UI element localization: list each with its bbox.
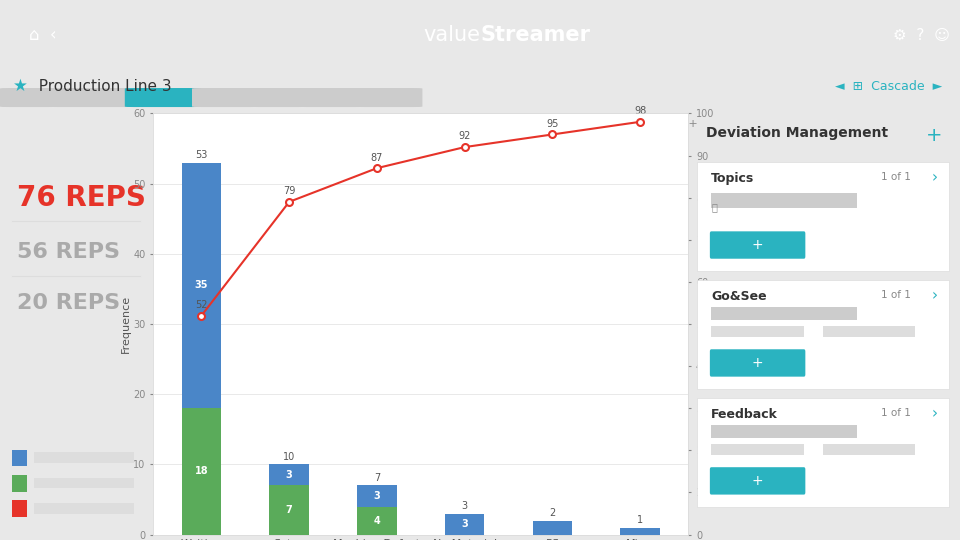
Text: ⌂  ‹: ⌂ ‹ <box>29 26 57 44</box>
FancyBboxPatch shape <box>711 193 857 208</box>
Bar <box>181 408 221 535</box>
FancyBboxPatch shape <box>697 397 948 507</box>
Text: Pareto Chart: Pareto Chart <box>162 118 262 132</box>
Text: 56 REPS: 56 REPS <box>16 242 120 262</box>
Bar <box>533 521 572 535</box>
Bar <box>357 507 396 535</box>
FancyBboxPatch shape <box>594 118 637 131</box>
Text: 3: 3 <box>286 470 293 480</box>
FancyBboxPatch shape <box>709 231 805 259</box>
FancyBboxPatch shape <box>298 88 365 107</box>
Text: 4: 4 <box>373 516 380 525</box>
Text: Go&See: Go&See <box>711 291 767 303</box>
Text: 98: 98 <box>634 106 646 116</box>
FancyBboxPatch shape <box>697 280 948 389</box>
Text: +: + <box>925 126 942 145</box>
Text: +: + <box>752 474 763 488</box>
Text: ★: ★ <box>12 77 27 96</box>
Bar <box>444 514 485 535</box>
Text: 95: 95 <box>546 119 559 129</box>
Text: 35: 35 <box>195 280 208 291</box>
Text: Deviation Management: Deviation Management <box>706 126 888 140</box>
FancyBboxPatch shape <box>192 88 259 107</box>
Text: Topics: Topics <box>711 172 755 185</box>
FancyBboxPatch shape <box>711 307 857 320</box>
Text: 18: 18 <box>195 467 208 476</box>
Bar <box>270 464 309 485</box>
Y-axis label: %: % <box>717 319 727 329</box>
Text: 3: 3 <box>373 491 380 501</box>
Text: 79: 79 <box>283 186 296 196</box>
FancyBboxPatch shape <box>502 115 599 134</box>
Text: ›: › <box>931 406 937 421</box>
FancyBboxPatch shape <box>35 478 134 488</box>
Text: 7: 7 <box>286 505 293 515</box>
FancyBboxPatch shape <box>711 425 857 438</box>
FancyBboxPatch shape <box>125 88 202 107</box>
Text: +: + <box>752 356 763 370</box>
Text: 3: 3 <box>462 501 468 511</box>
Text: Feedback: Feedback <box>711 408 778 421</box>
Text: +: + <box>752 238 763 252</box>
FancyBboxPatch shape <box>823 444 916 455</box>
Text: 📅  ⚡  ⚙  +: 📅 ⚡ ⚙ + <box>642 119 697 130</box>
Text: ›: › <box>931 288 937 303</box>
FancyBboxPatch shape <box>432 115 518 134</box>
FancyBboxPatch shape <box>35 503 134 514</box>
Text: Streamer: Streamer <box>480 25 590 45</box>
Text: 1 of 1: 1 of 1 <box>881 172 911 183</box>
Text: Duration: Duration <box>451 119 499 129</box>
Bar <box>620 528 660 535</box>
Text: 👤  ☰  ▦: 👤 ☰ ▦ <box>378 120 420 130</box>
Text: 1 of 1: 1 of 1 <box>881 408 911 418</box>
Text: 52: 52 <box>195 300 207 310</box>
Text: 🔗: 🔗 <box>711 202 717 212</box>
Y-axis label: Frequence: Frequence <box>120 295 131 353</box>
Text: 1: 1 <box>637 515 643 525</box>
Bar <box>181 163 221 408</box>
Text: Production Line 3: Production Line 3 <box>29 79 172 94</box>
Text: value: value <box>423 25 480 45</box>
FancyBboxPatch shape <box>697 162 948 271</box>
Text: 10: 10 <box>283 451 296 462</box>
Text: 1 of 1: 1 of 1 <box>881 291 911 300</box>
Text: ›: › <box>931 170 937 185</box>
Text: Frequency: Frequency <box>522 119 580 129</box>
FancyBboxPatch shape <box>12 449 27 467</box>
Text: 3: 3 <box>462 519 468 529</box>
Text: 53: 53 <box>195 150 207 160</box>
Text: ⚙  ?  ☺: ⚙ ? ☺ <box>893 28 949 43</box>
Bar <box>357 485 396 507</box>
FancyBboxPatch shape <box>0 88 58 107</box>
FancyBboxPatch shape <box>709 349 805 377</box>
FancyBboxPatch shape <box>250 88 307 107</box>
FancyBboxPatch shape <box>12 500 27 517</box>
Text: 20 REPS: 20 REPS <box>16 293 120 313</box>
FancyBboxPatch shape <box>711 444 804 455</box>
FancyBboxPatch shape <box>12 475 27 491</box>
FancyBboxPatch shape <box>48 88 134 107</box>
Text: 2: 2 <box>549 508 556 518</box>
FancyBboxPatch shape <box>823 326 916 336</box>
Bar <box>270 485 309 535</box>
FancyBboxPatch shape <box>35 453 134 463</box>
Text: ◄  ⊞  Cascade  ►: ◄ ⊞ Cascade ► <box>835 80 943 93</box>
FancyBboxPatch shape <box>711 326 804 336</box>
FancyBboxPatch shape <box>709 467 805 495</box>
Text: 7: 7 <box>373 472 380 483</box>
Text: 87: 87 <box>371 152 383 163</box>
FancyBboxPatch shape <box>355 88 422 107</box>
Text: 76 REPS: 76 REPS <box>16 184 145 212</box>
Text: 92: 92 <box>459 131 470 141</box>
